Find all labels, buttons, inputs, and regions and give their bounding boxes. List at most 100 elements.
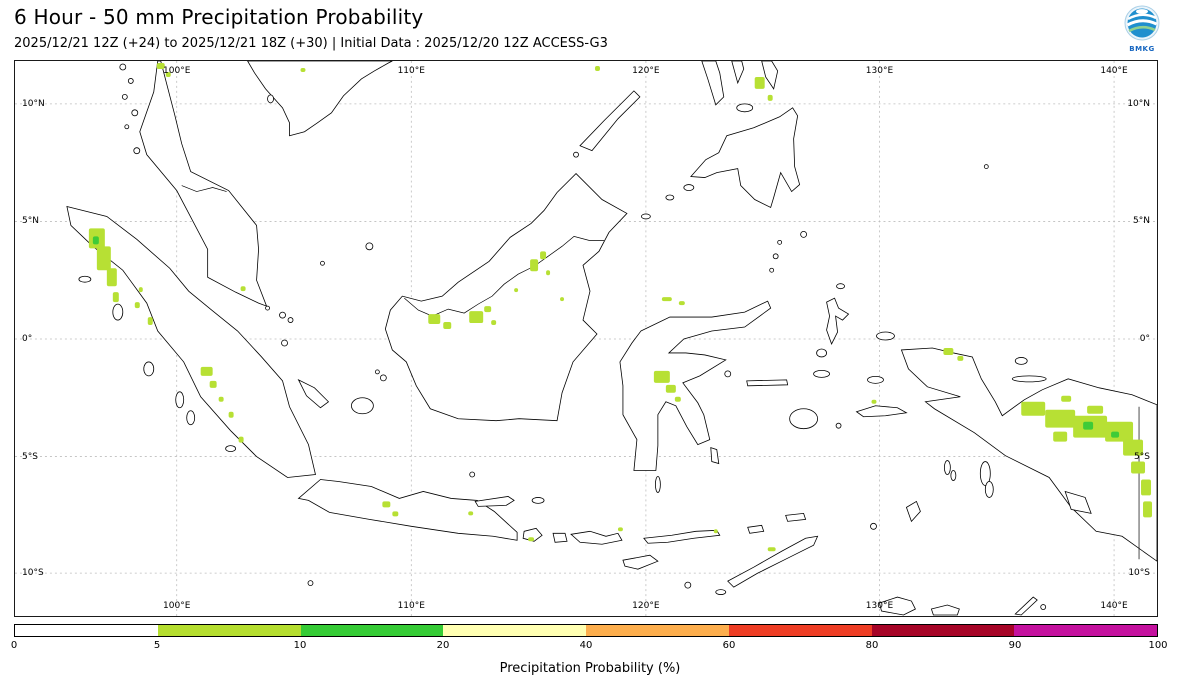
- colorbar-segment: [871, 625, 1015, 636]
- bmkg-logo: BMKG: [1120, 4, 1164, 53]
- precip-patch: [546, 270, 551, 276]
- precip-patch: [300, 67, 306, 72]
- precip-patch: [491, 320, 497, 326]
- colorbar-tick-label: 0: [10, 640, 18, 651]
- lat-label-right: 0°: [1139, 334, 1150, 345]
- coastline-sumatra: [66, 205, 387, 587]
- colorbar-segment: [728, 625, 872, 636]
- precip-patch: [218, 396, 224, 402]
- coastline-borneo: [384, 173, 628, 504]
- precip-patch: [428, 314, 441, 325]
- lat-label-left: 0°: [22, 334, 33, 345]
- precipitation-patches: [88, 62, 1153, 552]
- lon-label-bottom: 120°E: [632, 601, 660, 611]
- colorbar-tick-label: 40: [579, 640, 593, 651]
- lon-label-bottom: 100°E: [163, 601, 191, 611]
- bmkg-logo-label: BMKG: [1129, 45, 1155, 53]
- lon-label-top: 110°E: [397, 66, 425, 76]
- precip-patch: [1111, 431, 1120, 438]
- precip-patch: [713, 529, 718, 534]
- coastline-papua: [867, 164, 1157, 562]
- precip-patch: [617, 527, 623, 532]
- colorbar-tick-label: 80: [865, 640, 879, 651]
- colorbar-segment: [15, 625, 158, 636]
- precip-patch: [530, 259, 539, 272]
- precip-patch: [484, 306, 492, 313]
- coastline-australia: [879, 596, 1047, 616]
- colorbar-tick-label: 90: [1008, 640, 1022, 651]
- precip-patch: [228, 411, 234, 418]
- colorbar-tick-label: 20: [436, 640, 450, 651]
- precip-patch: [957, 355, 964, 361]
- lon-label-top: 100°E: [163, 66, 191, 76]
- colorbar-segment: [586, 625, 729, 636]
- colorbar-ticks: 0 5 10 20 40 60 80 90 100: [10, 640, 1168, 653]
- map-plot-area: 100°E 100°E 110°E 110°E 120°E 120°E 130°E 130°E…: [14, 60, 1158, 617]
- precip-patch: [678, 301, 685, 306]
- precip-patch: [528, 537, 535, 542]
- precip-patch: [674, 396, 681, 402]
- colorbar-title: Precipitation Probability (%): [499, 661, 681, 676]
- precip-patch: [134, 302, 140, 309]
- lat-label-left: 10°S: [22, 568, 44, 579]
- colorbar-segment: [157, 625, 301, 636]
- precip-patch: [1061, 395, 1072, 402]
- precip-patch: [382, 501, 391, 508]
- lat-label-right: 5°S: [1134, 451, 1150, 462]
- lon-label-bottom: 130°E: [865, 601, 894, 611]
- precip-patch: [147, 317, 153, 326]
- precip-patch: [1123, 439, 1144, 456]
- colorbar-tick-label: 10: [293, 640, 307, 651]
- coastline-malay-peninsula: [119, 61, 270, 311]
- precip-patch: [1021, 401, 1046, 416]
- precip-patch: [767, 547, 776, 552]
- precip-patch: [238, 436, 244, 443]
- precip-patch: [209, 380, 217, 388]
- colorbar-segment: [1014, 625, 1157, 636]
- coastline-maluku: [746, 283, 994, 523]
- precip-patch: [1141, 479, 1152, 496]
- lon-label-top: 130°E: [865, 66, 894, 76]
- coastline-java: [297, 479, 518, 541]
- precip-patch: [1053, 431, 1068, 442]
- precip-patch: [443, 322, 452, 330]
- lon-label-top: 140°E: [1100, 66, 1128, 76]
- colorbar-tick-label: 60: [722, 640, 736, 651]
- precip-patch: [96, 246, 111, 271]
- lat-label-right: 10°S: [1128, 568, 1150, 579]
- colorbar-tick-label: 100: [1148, 640, 1168, 651]
- forecast-period-subtitle: 2025/12/21 12Z (+24) to 2025/12/21 18Z (…: [14, 36, 608, 51]
- colorbar-segment: [443, 625, 586, 636]
- precip-patch: [653, 370, 670, 383]
- precip-patch: [1131, 461, 1146, 474]
- precip-patch: [156, 62, 165, 69]
- precip-patch: [106, 268, 117, 287]
- precip-patch: [661, 297, 672, 302]
- precip-patch: [1143, 501, 1153, 518]
- indonesia-map: [15, 61, 1157, 616]
- precip-patch: [138, 287, 143, 293]
- colorbar: [14, 624, 1158, 637]
- coastline-indochina: [247, 61, 393, 137]
- lat-label-left: 5°S: [22, 451, 38, 462]
- precip-patch: [514, 288, 519, 293]
- page-title: 6 Hour - 50 mm Precipitation Probability: [14, 5, 424, 29]
- precip-patch: [560, 297, 565, 302]
- precip-patch: [469, 311, 484, 324]
- colorbar-segment: [300, 625, 444, 636]
- precip-patch: [392, 511, 399, 517]
- precip-patch: [200, 366, 213, 376]
- precip-patch: [92, 236, 99, 245]
- coastline-lesser-sunda: [522, 512, 877, 595]
- lon-label-bottom: 110°E: [397, 601, 425, 611]
- lat-label-right: 10°N: [1127, 98, 1150, 109]
- coastline-philippines: [573, 61, 801, 220]
- precip-patch: [1045, 409, 1076, 428]
- precip-patch: [468, 511, 474, 516]
- lat-label-left: 10°N: [22, 98, 45, 109]
- lon-label-top: 120°E: [632, 66, 660, 76]
- precip-patch: [943, 347, 954, 355]
- precip-patch: [594, 65, 600, 71]
- precip-patch: [165, 71, 171, 77]
